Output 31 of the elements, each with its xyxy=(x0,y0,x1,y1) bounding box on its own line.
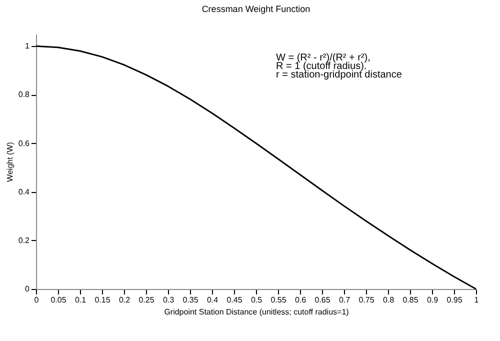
x-tick-label: 0.2 xyxy=(118,296,131,304)
y-tick-label: 0.4 xyxy=(18,187,30,196)
x-tick-label: 0.95 xyxy=(446,296,463,304)
y-tick-label: 0 xyxy=(25,284,30,294)
x-tick-label: 0.9 xyxy=(426,296,439,304)
x-axis-title: Gridpoint Station Distance (unitless; cutoff radius=1) xyxy=(164,308,350,316)
x-tick-label: 0.8 xyxy=(382,296,395,304)
x-tick-label: 0.75 xyxy=(358,296,375,304)
x-tick-label: 0.55 xyxy=(270,296,287,304)
x-tick-label: 0.6 xyxy=(294,296,307,304)
y-axis-title: Weight (W) xyxy=(5,142,14,182)
y-tick-label: 0.2 xyxy=(18,236,30,245)
annotation: r = station-gridpoint distance xyxy=(276,70,402,81)
x-tick-label: 0.7 xyxy=(338,296,351,304)
x-tick-label: 0 xyxy=(34,296,40,304)
x-tick-label: 0.85 xyxy=(402,296,419,304)
x-tick-label: 0.45 xyxy=(226,296,243,304)
y-tick-label: 0.8 xyxy=(18,90,30,100)
y-tick-label: 1 xyxy=(25,42,30,51)
x-tick-label: 0.05 xyxy=(50,296,67,304)
x-tick-label: 0.1 xyxy=(74,296,87,304)
x-tick-label: 0.3 xyxy=(162,296,175,304)
x-tick-label: 0.65 xyxy=(314,296,331,304)
x-tick-label: 0.15 xyxy=(94,296,111,304)
x-tick-label: 0.35 xyxy=(182,296,199,304)
x-tick-label: 0.25 xyxy=(138,296,155,304)
x-tick-label: 0.4 xyxy=(206,296,219,304)
x-tick-label: 0.5 xyxy=(250,296,263,304)
x-tick-label: 1 xyxy=(474,296,480,304)
chart-title: Cressman Weight Function xyxy=(202,4,310,14)
y-tick-label: 0.6 xyxy=(18,138,30,148)
